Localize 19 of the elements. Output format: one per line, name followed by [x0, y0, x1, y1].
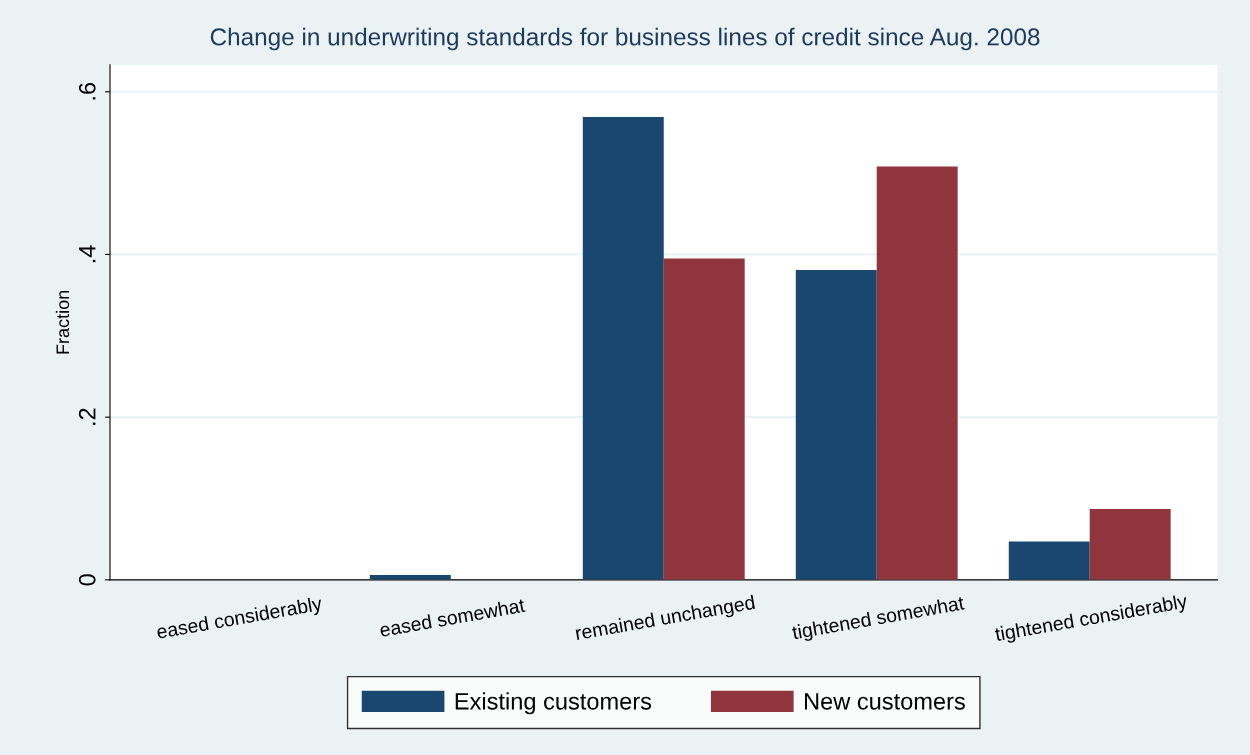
x-tick-label: eased somewhat [379, 597, 526, 638]
y-tick-label: 0 [78, 574, 96, 586]
x-tick-label: remained unchanged [575, 594, 756, 644]
bar [876, 166, 958, 580]
y-tick-label: .4 [79, 245, 96, 263]
chart-title: Change in underwriting standards for business lines of credit since Aug. 2008 [210, 27, 1040, 51]
y-axis-title: Fraction [55, 290, 70, 354]
bar [582, 116, 664, 580]
x-tick-label: eased considerably [156, 595, 324, 643]
legend-label: New customers [805, 693, 965, 710]
legend-label: Existing customers [455, 692, 652, 715]
bar [795, 269, 877, 580]
x-tick-label: tightened considerably [994, 593, 1189, 646]
y-tick-label: .6 [78, 82, 96, 100]
bar [1089, 509, 1171, 580]
x-tick-label: tightened somewhat [791, 595, 966, 644]
y-tick-label: .2 [78, 408, 96, 425]
bar [663, 258, 745, 580]
bar [1008, 541, 1090, 580]
